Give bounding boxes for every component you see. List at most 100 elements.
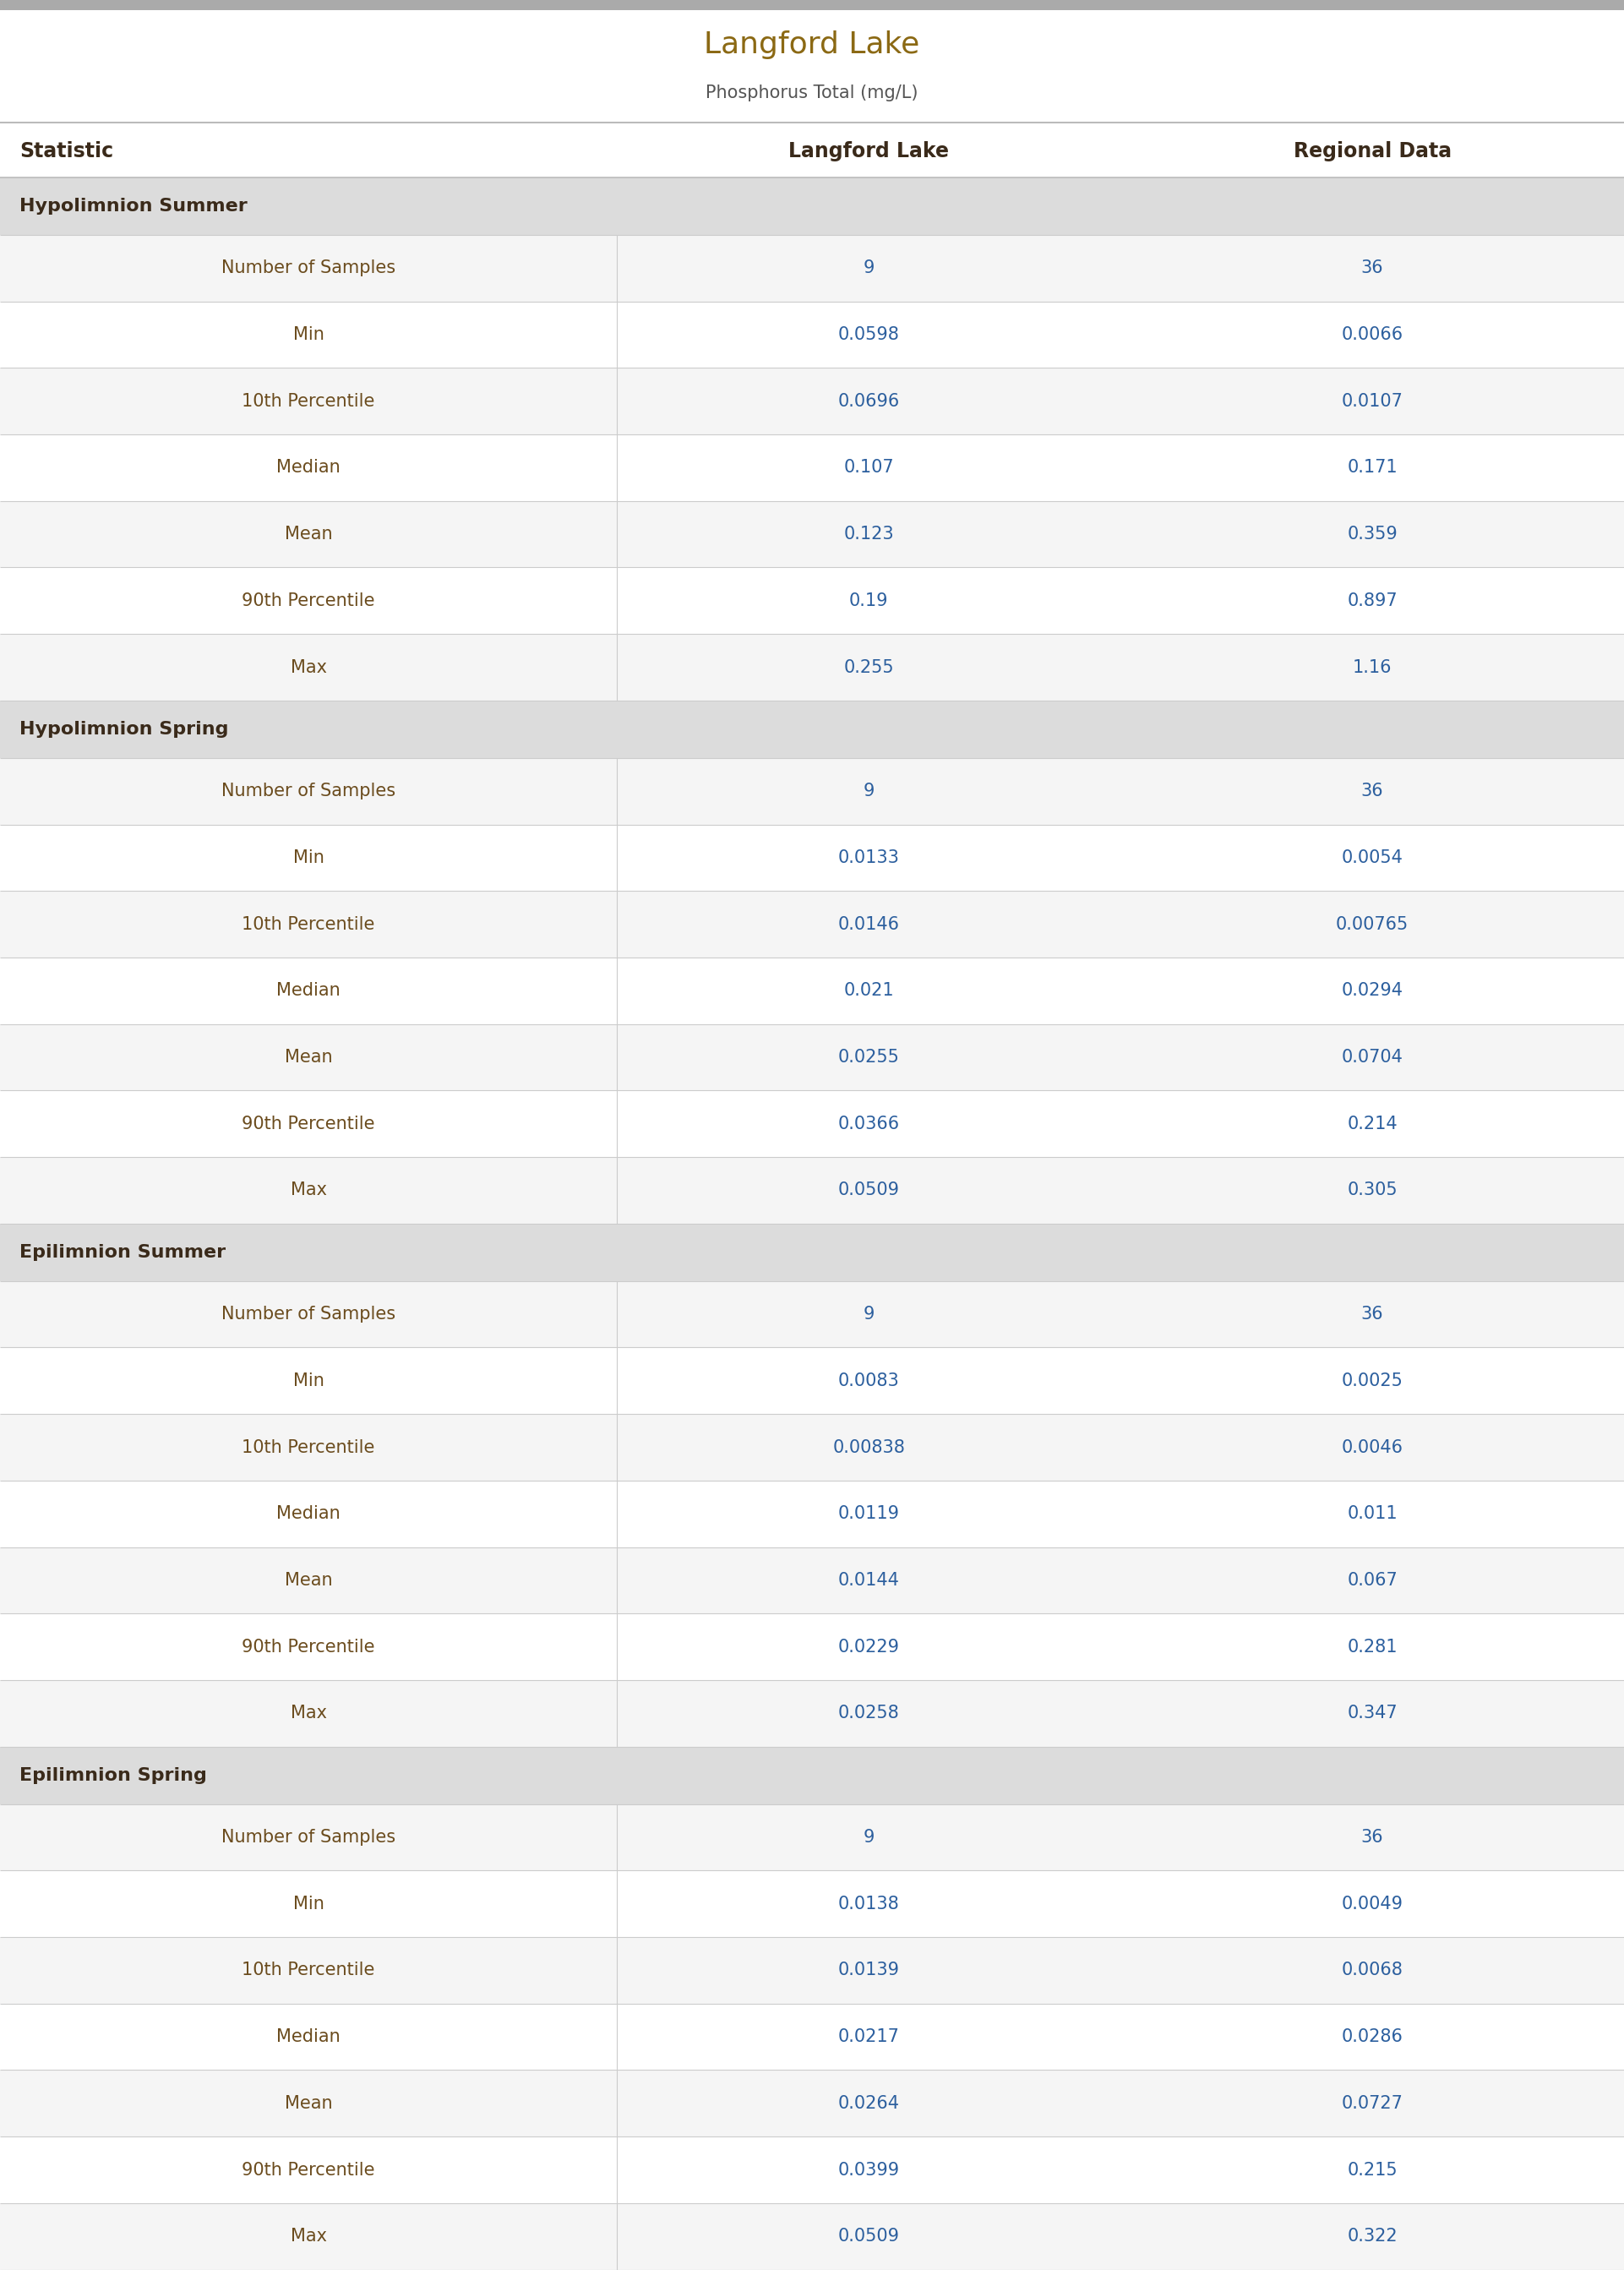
- FancyBboxPatch shape: [0, 1158, 1624, 1224]
- Text: 0.0294: 0.0294: [1341, 983, 1403, 999]
- Text: 0.107: 0.107: [843, 459, 895, 477]
- FancyBboxPatch shape: [0, 701, 1624, 758]
- Text: 0.0366: 0.0366: [838, 1115, 900, 1133]
- Text: Statistic: Statistic: [19, 141, 114, 161]
- Text: Min: Min: [292, 327, 325, 343]
- Text: 0.0119: 0.0119: [838, 1505, 900, 1523]
- Text: Mean: Mean: [284, 2095, 333, 2111]
- FancyBboxPatch shape: [0, 234, 1624, 302]
- Text: 10th Percentile: 10th Percentile: [242, 1961, 375, 1979]
- Text: Max: Max: [291, 2227, 326, 2245]
- FancyBboxPatch shape: [0, 892, 1624, 958]
- Text: 0.359: 0.359: [1346, 527, 1398, 543]
- Text: 36: 36: [1361, 1305, 1384, 1323]
- Text: Hypolimnion Summer: Hypolimnion Summer: [19, 197, 247, 216]
- FancyBboxPatch shape: [0, 1548, 1624, 1614]
- Text: Phosphorus Total (mg/L): Phosphorus Total (mg/L): [706, 84, 918, 100]
- Text: 36: 36: [1361, 783, 1384, 799]
- Text: Mean: Mean: [284, 1049, 333, 1065]
- Text: 0.322: 0.322: [1346, 2227, 1398, 2245]
- Text: 10th Percentile: 10th Percentile: [242, 393, 375, 409]
- FancyBboxPatch shape: [0, 1805, 1624, 1870]
- Text: 0.0025: 0.0025: [1341, 1373, 1403, 1389]
- Text: Max: Max: [291, 658, 326, 676]
- FancyBboxPatch shape: [0, 2070, 1624, 2136]
- Text: Langford Lake: Langford Lake: [789, 141, 948, 161]
- Text: 0.0727: 0.0727: [1341, 2095, 1403, 2111]
- Text: Regional Data: Regional Data: [1293, 141, 1452, 161]
- Text: 0.011: 0.011: [1346, 1505, 1398, 1523]
- Text: 0.123: 0.123: [843, 527, 895, 543]
- Text: Hypolimnion Spring: Hypolimnion Spring: [19, 722, 229, 738]
- Text: 0.305: 0.305: [1346, 1183, 1398, 1199]
- Text: 0.0704: 0.0704: [1341, 1049, 1403, 1065]
- Text: 0.0144: 0.0144: [838, 1571, 900, 1589]
- Text: 0.0509: 0.0509: [838, 1183, 900, 1199]
- FancyBboxPatch shape: [0, 2004, 1624, 2070]
- FancyBboxPatch shape: [0, 1870, 1624, 1936]
- Text: 90th Percentile: 90th Percentile: [242, 592, 375, 608]
- Text: 0.0054: 0.0054: [1341, 849, 1403, 867]
- Text: 0.067: 0.067: [1346, 1571, 1398, 1589]
- Text: Langford Lake: Langford Lake: [705, 30, 919, 59]
- FancyBboxPatch shape: [0, 1680, 1624, 1746]
- Text: 90th Percentile: 90th Percentile: [242, 2161, 375, 2179]
- Text: Max: Max: [291, 1705, 326, 1723]
- Text: 0.215: 0.215: [1346, 2161, 1398, 2179]
- Text: 9: 9: [864, 1305, 874, 1323]
- Text: 0.00765: 0.00765: [1337, 915, 1408, 933]
- Text: 0.0066: 0.0066: [1341, 327, 1403, 343]
- FancyBboxPatch shape: [0, 758, 1624, 824]
- FancyBboxPatch shape: [0, 568, 1624, 633]
- Text: 36: 36: [1361, 259, 1384, 277]
- Text: 0.0146: 0.0146: [838, 915, 900, 933]
- Text: 0.0068: 0.0068: [1341, 1961, 1403, 1979]
- Text: 0.0286: 0.0286: [1341, 2029, 1403, 2045]
- Text: 0.0229: 0.0229: [838, 1639, 900, 1655]
- Text: Min: Min: [292, 849, 325, 867]
- FancyBboxPatch shape: [0, 302, 1624, 368]
- Text: 0.0107: 0.0107: [1341, 393, 1403, 409]
- FancyBboxPatch shape: [0, 1480, 1624, 1548]
- Text: Number of Samples: Number of Samples: [221, 259, 396, 277]
- Text: Mean: Mean: [284, 1571, 333, 1589]
- Text: 0.171: 0.171: [1346, 459, 1398, 477]
- Text: 9: 9: [864, 259, 874, 277]
- Text: Min: Min: [292, 1373, 325, 1389]
- Text: 0.347: 0.347: [1346, 1705, 1398, 1723]
- Text: 0.00838: 0.00838: [833, 1439, 905, 1455]
- Text: 10th Percentile: 10th Percentile: [242, 915, 375, 933]
- Text: 0.0046: 0.0046: [1341, 1439, 1403, 1455]
- FancyBboxPatch shape: [0, 1024, 1624, 1090]
- Text: 0.0399: 0.0399: [838, 2161, 900, 2179]
- Text: 0.897: 0.897: [1346, 592, 1398, 608]
- Text: Mean: Mean: [284, 527, 333, 543]
- FancyBboxPatch shape: [0, 1224, 1624, 1280]
- Text: 0.021: 0.021: [843, 983, 895, 999]
- Text: 0.19: 0.19: [849, 592, 888, 608]
- FancyBboxPatch shape: [0, 0, 1624, 9]
- Text: Median: Median: [276, 459, 341, 477]
- FancyBboxPatch shape: [0, 633, 1624, 701]
- Text: 0.0217: 0.0217: [838, 2029, 900, 2045]
- FancyBboxPatch shape: [0, 434, 1624, 502]
- Text: 90th Percentile: 90th Percentile: [242, 1639, 375, 1655]
- Text: 36: 36: [1361, 1830, 1384, 1846]
- Text: Min: Min: [292, 1895, 325, 1911]
- Text: 0.0258: 0.0258: [838, 1705, 900, 1723]
- FancyBboxPatch shape: [0, 1280, 1624, 1348]
- Text: Median: Median: [276, 2029, 341, 2045]
- Text: Max: Max: [291, 1183, 326, 1199]
- Text: 0.0083: 0.0083: [838, 1373, 900, 1389]
- FancyBboxPatch shape: [0, 1348, 1624, 1414]
- Text: 0.0139: 0.0139: [838, 1961, 900, 1979]
- Text: 10th Percentile: 10th Percentile: [242, 1439, 375, 1455]
- Text: 0.0264: 0.0264: [838, 2095, 900, 2111]
- FancyBboxPatch shape: [0, 824, 1624, 892]
- Text: 0.0133: 0.0133: [838, 849, 900, 867]
- Text: Number of Samples: Number of Samples: [221, 783, 396, 799]
- Text: Epilimnion Summer: Epilimnion Summer: [19, 1244, 226, 1260]
- Text: 90th Percentile: 90th Percentile: [242, 1115, 375, 1133]
- FancyBboxPatch shape: [0, 368, 1624, 434]
- Text: 9: 9: [864, 783, 874, 799]
